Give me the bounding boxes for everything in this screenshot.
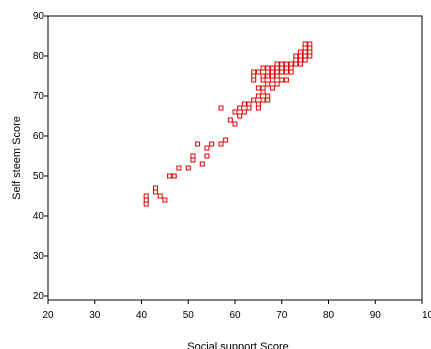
x-axis-title: Social support Score bbox=[187, 341, 289, 349]
data-point bbox=[218, 105, 224, 111]
x-tick-label: 80 bbox=[323, 310, 335, 321]
x-tick-label: 30 bbox=[89, 310, 101, 321]
data-point bbox=[153, 185, 159, 191]
data-point bbox=[237, 113, 243, 119]
y-tick-label: 50 bbox=[33, 171, 45, 182]
data-point bbox=[260, 85, 266, 91]
y-tick-label: 20 bbox=[33, 291, 45, 302]
data-point bbox=[143, 193, 149, 199]
data-point bbox=[274, 61, 280, 67]
y-axis-title: Self steem Score bbox=[11, 116, 23, 200]
data-point bbox=[232, 121, 238, 127]
data-point bbox=[260, 65, 266, 71]
data-point bbox=[279, 61, 285, 67]
data-point bbox=[255, 101, 261, 107]
x-tick-label: 90 bbox=[370, 310, 382, 321]
data-point bbox=[279, 77, 285, 83]
y-axis-ticks: 20 30 40 50 60 70 80 90 bbox=[33, 11, 48, 302]
data-point bbox=[167, 173, 173, 179]
data-point bbox=[190, 153, 196, 159]
data-point bbox=[288, 61, 294, 67]
plot-area bbox=[47, 15, 423, 301]
data-point bbox=[265, 81, 271, 87]
data-point bbox=[241, 109, 247, 115]
data-point bbox=[255, 85, 261, 91]
y-tick-label: 90 bbox=[33, 11, 45, 22]
y-tick-label: 60 bbox=[33, 131, 45, 142]
data-point bbox=[260, 73, 266, 79]
data-point bbox=[269, 85, 275, 91]
data-points bbox=[143, 41, 313, 207]
data-point bbox=[204, 145, 210, 151]
data-point bbox=[255, 69, 261, 75]
data-point bbox=[274, 81, 280, 87]
data-point bbox=[265, 93, 271, 99]
data-point bbox=[283, 77, 289, 83]
x-axis-ticks: 20 30 40 50 60 70 80 90 100 bbox=[42, 300, 431, 321]
data-point bbox=[246, 101, 252, 107]
x-tick-label: 40 bbox=[136, 310, 148, 321]
x-tick-label: 50 bbox=[183, 310, 195, 321]
data-point bbox=[157, 193, 163, 199]
data-point bbox=[255, 93, 261, 99]
data-point bbox=[269, 65, 275, 71]
data-point bbox=[237, 105, 243, 111]
x-tick-label: 20 bbox=[42, 310, 54, 321]
x-tick-label: 60 bbox=[229, 310, 241, 321]
y-tick-label: 80 bbox=[33, 51, 45, 62]
data-point bbox=[251, 97, 257, 103]
data-point bbox=[227, 117, 233, 123]
data-point bbox=[195, 141, 201, 147]
data-point bbox=[199, 161, 205, 167]
data-point bbox=[297, 49, 303, 55]
data-point bbox=[283, 61, 289, 67]
data-point bbox=[204, 153, 210, 159]
data-point bbox=[241, 101, 247, 107]
data-point bbox=[223, 137, 229, 143]
data-point bbox=[265, 65, 271, 71]
y-tick-label: 40 bbox=[33, 211, 45, 222]
data-point bbox=[232, 109, 238, 115]
data-point bbox=[307, 41, 313, 47]
data-point bbox=[185, 165, 191, 171]
data-point bbox=[162, 197, 168, 203]
x-tick-label: 100 bbox=[422, 310, 431, 321]
data-point bbox=[251, 69, 257, 75]
data-point bbox=[293, 53, 299, 59]
data-point bbox=[176, 165, 182, 171]
y-tick-label: 30 bbox=[33, 251, 45, 262]
data-point bbox=[302, 41, 308, 47]
data-point bbox=[218, 141, 224, 147]
y-tick-label: 70 bbox=[33, 91, 45, 102]
x-tick-label: 70 bbox=[276, 310, 288, 321]
data-point bbox=[209, 141, 215, 147]
data-point bbox=[260, 97, 266, 103]
data-point bbox=[171, 173, 177, 179]
